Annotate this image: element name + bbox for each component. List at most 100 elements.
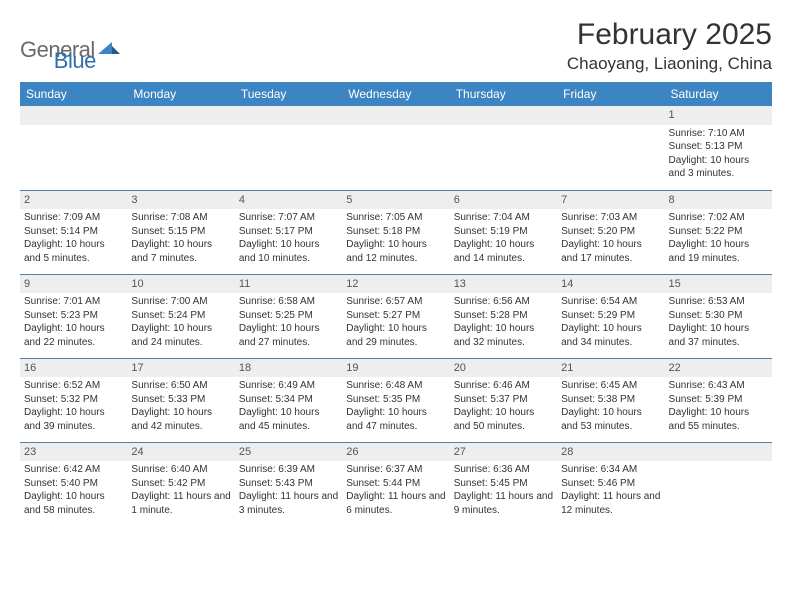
sunset-text: Sunset: 5:13 PM: [669, 140, 768, 154]
daylight-text: Daylight: 10 hours and 22 minutes.: [24, 322, 123, 349]
day-number: [342, 106, 449, 125]
sunset-text: Sunset: 5:33 PM: [131, 393, 230, 407]
sunrise-text: Sunrise: 6:48 AM: [346, 379, 445, 393]
day-number: 18: [235, 359, 342, 378]
weekday-header: Wednesday: [342, 82, 449, 106]
calendar-day-cell: 16Sunrise: 6:52 AMSunset: 5:32 PMDayligh…: [20, 358, 127, 442]
location-text: Chaoyang, Liaoning, China: [567, 54, 772, 74]
day-number: 7: [557, 191, 664, 210]
daylight-text: Daylight: 10 hours and 27 minutes.: [239, 322, 338, 349]
sunrise-text: Sunrise: 6:42 AM: [24, 463, 123, 477]
sunrise-text: Sunrise: 7:02 AM: [669, 211, 768, 225]
day-number: 12: [342, 275, 449, 294]
day-number: 15: [665, 275, 772, 294]
day-number: [127, 106, 234, 125]
sunset-text: Sunset: 5:28 PM: [454, 309, 553, 323]
calendar-day-cell: 19Sunrise: 6:48 AMSunset: 5:35 PMDayligh…: [342, 358, 449, 442]
sunrise-text: Sunrise: 7:09 AM: [24, 211, 123, 225]
sunset-text: Sunset: 5:38 PM: [561, 393, 660, 407]
calendar-day-cell: [557, 106, 664, 190]
calendar-day-cell: 12Sunrise: 6:57 AMSunset: 5:27 PMDayligh…: [342, 274, 449, 358]
sunrise-text: Sunrise: 6:53 AM: [669, 295, 768, 309]
calendar-week-row: 9Sunrise: 7:01 AMSunset: 5:23 PMDaylight…: [20, 274, 772, 358]
calendar-day-cell: [20, 106, 127, 190]
day-number: 23: [20, 443, 127, 462]
weekday-header: Sunday: [20, 82, 127, 106]
sunrise-text: Sunrise: 7:05 AM: [346, 211, 445, 225]
sunset-text: Sunset: 5:14 PM: [24, 225, 123, 239]
calendar-day-cell: 13Sunrise: 6:56 AMSunset: 5:28 PMDayligh…: [450, 274, 557, 358]
daylight-text: Daylight: 10 hours and 55 minutes.: [669, 406, 768, 433]
daylight-text: Daylight: 11 hours and 3 minutes.: [239, 490, 338, 517]
sunrise-text: Sunrise: 6:49 AM: [239, 379, 338, 393]
sunset-text: Sunset: 5:23 PM: [24, 309, 123, 323]
weekday-header: Tuesday: [235, 82, 342, 106]
calendar-day-cell: 10Sunrise: 7:00 AMSunset: 5:24 PMDayligh…: [127, 274, 234, 358]
sunset-text: Sunset: 5:37 PM: [454, 393, 553, 407]
daylight-text: Daylight: 10 hours and 34 minutes.: [561, 322, 660, 349]
calendar-week-row: 1 Sunrise: 7:10 AMSunset: 5:13 PMDaylight…: [20, 106, 772, 190]
sunset-text: Sunset: 5:40 PM: [24, 477, 123, 491]
sunrise-text: Sunrise: 7:01 AM: [24, 295, 123, 309]
daylight-text: Daylight: 10 hours and 3 minutes.: [669, 154, 768, 181]
calendar-week-row: 23Sunrise: 6:42 AMSunset: 5:40 PM Dayligh…: [20, 442, 772, 526]
calendar-day-cell: 1 Sunrise: 7:10 AMSunset: 5:13 PMDaylight…: [665, 106, 772, 190]
day-number: 16: [20, 359, 127, 378]
day-number: 1: [665, 106, 772, 125]
sunset-text: Sunset: 5:46 PM: [561, 477, 660, 491]
sunrise-text: Sunrise: 7:04 AM: [454, 211, 553, 225]
sunrise-text: Sunrise: 6:36 AM: [454, 463, 553, 477]
daylight-text: Daylight: 10 hours and 12 minutes.: [346, 238, 445, 265]
sunset-text: Sunset: 5:45 PM: [454, 477, 553, 491]
day-number: 2: [20, 191, 127, 210]
calendar-day-cell: 14Sunrise: 6:54 AMSunset: 5:29 PMDayligh…: [557, 274, 664, 358]
day-number: 4: [235, 191, 342, 210]
day-number: 6: [450, 191, 557, 210]
sunset-text: Sunset: 5:32 PM: [24, 393, 123, 407]
daylight-text: Daylight: 10 hours and 50 minutes.: [454, 406, 553, 433]
day-number: 17: [127, 359, 234, 378]
day-number: 10: [127, 275, 234, 294]
sunrise-text: Sunrise: 6:54 AM: [561, 295, 660, 309]
daylight-text: Daylight: 10 hours and 24 minutes.: [131, 322, 230, 349]
calendar-week-row: 16Sunrise: 6:52 AMSunset: 5:32 PMDayligh…: [20, 358, 772, 442]
sunset-text: Sunset: 5:44 PM: [346, 477, 445, 491]
logo-triangle-icon: [98, 38, 120, 59]
calendar-day-cell: 25Sunrise: 6:39 AMSunset: 5:43 PMDayligh…: [235, 442, 342, 526]
calendar-day-cell: 20Sunrise: 6:46 AMSunset: 5:37 PMDayligh…: [450, 358, 557, 442]
daylight-text: Daylight: 10 hours and 53 minutes.: [561, 406, 660, 433]
sunset-text: Sunset: 5:15 PM: [131, 225, 230, 239]
day-number: [450, 106, 557, 125]
sunrise-text: Sunrise: 7:10 AM: [669, 127, 768, 141]
calendar-day-cell: 21Sunrise: 6:45 AMSunset: 5:38 PMDayligh…: [557, 358, 664, 442]
calendar-day-cell: 3Sunrise: 7:08 AMSunset: 5:15 PMDaylight…: [127, 190, 234, 274]
calendar-day-cell: 9Sunrise: 7:01 AMSunset: 5:23 PMDaylight…: [20, 274, 127, 358]
sunrise-text: Sunrise: 7:08 AM: [131, 211, 230, 225]
day-number: 19: [342, 359, 449, 378]
daylight-text: Daylight: 10 hours and 42 minutes.: [131, 406, 230, 433]
sunrise-text: Sunrise: 6:39 AM: [239, 463, 338, 477]
calendar-day-cell: 17Sunrise: 6:50 AMSunset: 5:33 PMDayligh…: [127, 358, 234, 442]
sunrise-text: Sunrise: 6:43 AM: [669, 379, 768, 393]
sunset-text: Sunset: 5:42 PM: [131, 477, 230, 491]
day-number: 21: [557, 359, 664, 378]
day-number: 26: [342, 443, 449, 462]
logo-text-blue: Blue: [54, 48, 96, 74]
calendar-day-cell: [342, 106, 449, 190]
day-number: 13: [450, 275, 557, 294]
calendar-day-cell: [665, 442, 772, 526]
day-number: [20, 106, 127, 125]
sunset-text: Sunset: 5:39 PM: [669, 393, 768, 407]
calendar-day-cell: 22Sunrise: 6:43 AMSunset: 5:39 PMDayligh…: [665, 358, 772, 442]
sunrise-text: Sunrise: 6:46 AM: [454, 379, 553, 393]
calendar-day-cell: [235, 106, 342, 190]
daylight-text: Daylight: 11 hours and 12 minutes.: [561, 490, 660, 517]
day-number: [235, 106, 342, 125]
sunrise-text: Sunrise: 6:58 AM: [239, 295, 338, 309]
sunrise-text: Sunrise: 6:56 AM: [454, 295, 553, 309]
day-number: 22: [665, 359, 772, 378]
day-number: 11: [235, 275, 342, 294]
daylight-text: Daylight: 10 hours and 19 minutes.: [669, 238, 768, 265]
day-number: 3: [127, 191, 234, 210]
day-number: [665, 443, 772, 462]
